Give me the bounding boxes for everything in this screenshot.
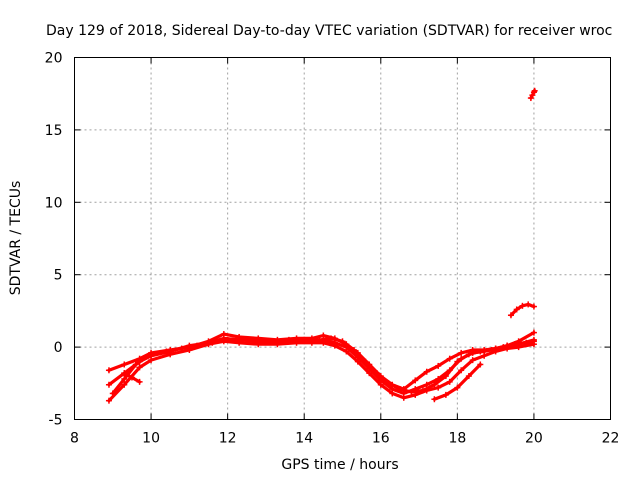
data-point xyxy=(431,381,438,388)
series-line-track-4 xyxy=(111,336,536,395)
data-point xyxy=(500,344,507,351)
data-point xyxy=(454,358,461,365)
data-point xyxy=(339,338,346,345)
data-point xyxy=(400,394,407,401)
data-point xyxy=(121,375,128,382)
data-point xyxy=(446,355,453,362)
data-point xyxy=(255,338,262,345)
data-point xyxy=(511,341,518,348)
data-point xyxy=(350,346,357,353)
data-point xyxy=(530,338,537,345)
y-tick-label: 15 xyxy=(45,123,63,139)
data-point xyxy=(530,303,537,310)
data-point xyxy=(477,348,484,355)
x-tick-label: 14 xyxy=(295,431,313,447)
data-point xyxy=(128,374,135,381)
x-tick-label: 22 xyxy=(602,431,620,447)
data-point xyxy=(454,384,461,391)
data-point xyxy=(431,396,438,403)
data-point xyxy=(458,367,465,374)
series-line-track-3 xyxy=(107,339,536,403)
data-point xyxy=(465,351,472,358)
data-point xyxy=(194,342,201,349)
data-point xyxy=(385,380,392,387)
y-tick-label: 20 xyxy=(45,51,63,67)
axis-ticks: 8 10 12 14 16 18 20 22 -5 0 5 10 15 20 xyxy=(45,51,620,447)
chart-title: Day 129 of 2018, Sidereal Day-to-day VTE… xyxy=(46,23,612,39)
data-point xyxy=(513,306,520,313)
data-point xyxy=(419,387,426,394)
data-point xyxy=(105,381,112,388)
data-point xyxy=(366,370,373,377)
data-point xyxy=(477,361,484,368)
x-tick-label: 18 xyxy=(448,431,466,447)
y-tick-label: 0 xyxy=(54,340,63,356)
data-point xyxy=(148,351,155,358)
data-point xyxy=(531,87,538,94)
data-point xyxy=(239,336,246,343)
data-point xyxy=(469,357,476,364)
y-axis-label: SDTVAR / TECUs xyxy=(8,181,24,296)
data-point xyxy=(435,384,442,391)
data-point xyxy=(178,345,185,352)
x-tick-label: 12 xyxy=(219,431,237,447)
data-point xyxy=(121,381,128,388)
data-point xyxy=(301,336,308,343)
data-point xyxy=(136,378,143,385)
data-point xyxy=(328,335,335,342)
data-point xyxy=(408,388,415,395)
x-tick-label: 8 xyxy=(70,431,79,447)
plot-frame xyxy=(74,57,611,420)
data-point xyxy=(121,370,128,377)
x-axis-label: GPS time / hours xyxy=(281,457,398,473)
data-point xyxy=(389,390,396,397)
data-point xyxy=(412,377,419,384)
data-point xyxy=(362,358,369,365)
data-point xyxy=(465,373,472,380)
data-point xyxy=(525,301,532,308)
data-point xyxy=(488,346,495,353)
data-point xyxy=(270,338,277,345)
x-tick-label: 16 xyxy=(372,431,390,447)
data-series-group xyxy=(105,87,538,404)
data-point xyxy=(373,370,380,377)
data-point xyxy=(354,358,361,365)
data-point xyxy=(396,386,403,393)
data-point xyxy=(285,336,292,343)
x-tick-label: 20 xyxy=(525,431,543,447)
y-tick-label: 5 xyxy=(54,268,63,284)
data-point xyxy=(446,378,453,385)
data-point xyxy=(377,381,384,388)
data-point xyxy=(343,348,350,355)
data-point xyxy=(148,357,155,364)
data-point xyxy=(209,339,216,346)
data-point xyxy=(523,339,530,346)
data-point xyxy=(435,362,442,369)
data-point xyxy=(316,336,323,343)
grid xyxy=(74,57,611,420)
data-point xyxy=(136,364,143,371)
data-point xyxy=(224,336,231,343)
data-point xyxy=(163,348,170,355)
y-tick-label: -5 xyxy=(49,413,63,429)
data-point xyxy=(105,397,112,404)
data-point xyxy=(109,390,116,397)
data-point xyxy=(442,391,449,398)
data-point xyxy=(423,381,430,388)
data-point xyxy=(507,312,514,319)
data-point xyxy=(331,342,338,349)
x-tick-label: 10 xyxy=(142,431,160,447)
data-point xyxy=(442,373,449,380)
data-point xyxy=(121,361,128,368)
data-point xyxy=(458,349,465,356)
data-point xyxy=(105,367,112,374)
data-point xyxy=(132,361,139,368)
data-point xyxy=(423,368,430,375)
data-point xyxy=(519,302,526,309)
data-point xyxy=(481,352,488,359)
data-point xyxy=(167,351,174,358)
data-point xyxy=(530,329,537,336)
y-tick-label: 10 xyxy=(45,195,63,211)
